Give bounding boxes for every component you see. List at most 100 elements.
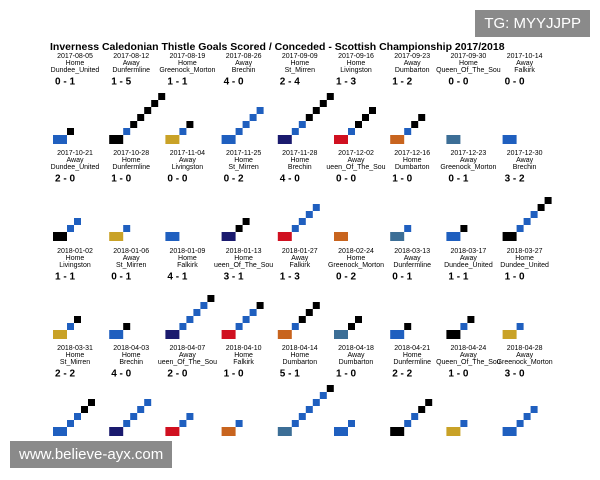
- match-venue: Home: [122, 352, 141, 359]
- goal-block: [298, 413, 306, 420]
- match-score: 2 - 2: [392, 369, 412, 380]
- goal-block: [151, 100, 159, 107]
- match-opponent: Brechin: [232, 67, 256, 74]
- match-venue: Away: [460, 157, 477, 164]
- match-score: 0 - 2: [224, 174, 244, 185]
- goal-block: [502, 232, 517, 241]
- goal-block: [137, 114, 145, 121]
- goal-block: [411, 413, 419, 420]
- match-score: 4 - 0: [111, 369, 131, 380]
- match-venue: Home: [290, 157, 309, 164]
- match-date: 2017-08-26: [226, 53, 262, 60]
- match-score: 0 - 0: [448, 77, 468, 88]
- goal-block: [326, 385, 334, 392]
- match-venue: Home: [66, 255, 85, 262]
- goal-block: [165, 427, 180, 436]
- goal-block: [530, 211, 538, 218]
- goal-block: [334, 330, 348, 339]
- match-venue: Home: [178, 60, 197, 67]
- match-date: 2017-10-28: [113, 150, 149, 157]
- goal-block: [235, 225, 243, 232]
- goal-block: [123, 420, 131, 427]
- watermark: www.believe-ayx.com: [10, 441, 173, 468]
- goal-block: [390, 427, 405, 436]
- match-score: 0 - 1: [111, 272, 131, 283]
- goal-block: [242, 121, 250, 128]
- goal-block: [305, 114, 313, 121]
- match-venue: Home: [403, 352, 422, 359]
- match-score: 4 - 0: [280, 174, 300, 185]
- goal-block: [158, 93, 166, 100]
- match-venue: Away: [460, 352, 477, 359]
- match-date: 2018-03-27: [507, 248, 543, 255]
- match-date: 2018-04-18: [338, 345, 374, 352]
- watermark: TG: MYYJJPP: [475, 10, 590, 37]
- goal-block: [446, 232, 461, 241]
- goal-block: [74, 316, 81, 323]
- goal-block: [298, 121, 306, 128]
- goal-block: [291, 420, 299, 427]
- match-venue: Away: [404, 60, 421, 67]
- goal-block: [291, 225, 299, 232]
- match-venue: Home: [459, 60, 478, 67]
- goal-block: [348, 128, 355, 135]
- match-opponent: Dundee_United: [51, 164, 100, 171]
- goal-block: [277, 427, 292, 436]
- goal-block: [298, 218, 306, 225]
- goal-block: [334, 427, 348, 436]
- match-venue: Away: [291, 255, 308, 262]
- goal-block: [523, 413, 531, 420]
- match-date: 2017-09-30: [450, 53, 486, 60]
- match-date: 2018-04-07: [169, 345, 205, 352]
- match-opponent: Falkirk: [514, 67, 535, 74]
- match-date: 2017-10-14: [507, 53, 543, 60]
- match-opponent: ueen_Of_The_Sou: [326, 164, 385, 171]
- match-date: 2018-04-21: [394, 345, 430, 352]
- goal-block: [130, 413, 138, 420]
- goal-block: [242, 218, 250, 225]
- match-date: 2017-12-23: [450, 150, 486, 157]
- match-venue: Away: [404, 255, 421, 262]
- match-opponent: Falkirk: [177, 262, 198, 269]
- goal-block: [256, 107, 264, 114]
- match-opponent: Dundee_United: [444, 262, 493, 269]
- match-opponent: St_Mirren: [228, 164, 258, 171]
- match-opponent: Livingston: [172, 164, 204, 171]
- match-score: 4 - 1: [167, 272, 187, 283]
- match-date: 2018-03-31: [57, 345, 93, 352]
- match-score: 1 - 0: [505, 272, 525, 283]
- goal-block: [165, 232, 180, 241]
- goal-block: [179, 420, 187, 427]
- goal-block: [221, 135, 236, 144]
- goal-block: [523, 218, 531, 225]
- match-score: 1 - 0: [111, 174, 131, 185]
- match-venue: Home: [234, 255, 253, 262]
- match-score: 2 - 0: [167, 369, 187, 380]
- match-date: 2017-11-28: [282, 150, 317, 157]
- match-venue: Home: [66, 352, 85, 359]
- goal-block: [530, 406, 538, 413]
- match-venue: Away: [123, 60, 140, 67]
- match-opponent: St_Mirren: [60, 359, 90, 366]
- match-date: 2017-11-04: [170, 150, 205, 157]
- goal-block: [369, 107, 376, 114]
- goal-block: [362, 114, 369, 121]
- goal-block: [502, 427, 517, 436]
- match-score: 1 - 5: [111, 77, 131, 88]
- goal-block: [221, 427, 236, 436]
- match-score: 1 - 1: [167, 77, 187, 88]
- match-venue: Home: [234, 352, 253, 359]
- match-date: 2018-04-14: [282, 345, 318, 352]
- goal-block: [200, 302, 208, 309]
- goal-block: [109, 330, 124, 339]
- goal-block: [123, 128, 131, 135]
- match-date: 2018-01-27: [282, 248, 318, 255]
- match-score: 1 - 0: [224, 369, 244, 380]
- goal-block: [249, 309, 257, 316]
- match-score: 0 - 0: [167, 174, 187, 185]
- match-opponent: Brechin: [513, 164, 537, 171]
- goal-block: [53, 232, 67, 241]
- match-date: 2018-01-02: [57, 248, 93, 255]
- match-opponent: Brechin: [119, 359, 143, 366]
